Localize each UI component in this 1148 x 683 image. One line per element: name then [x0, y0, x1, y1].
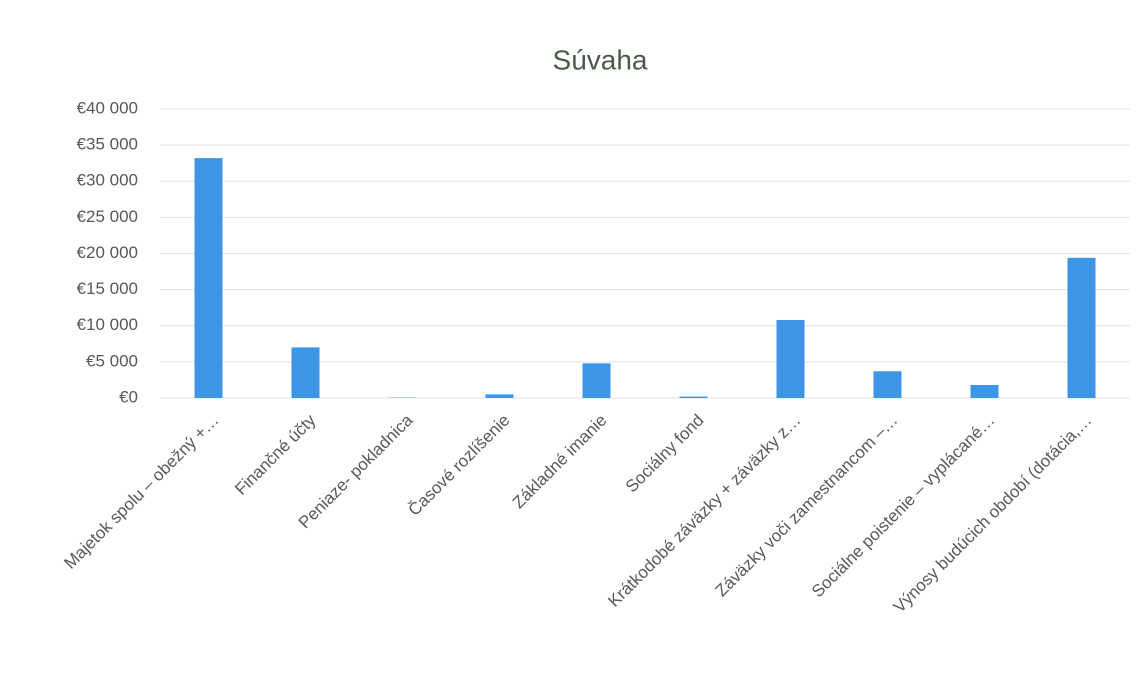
y-tick-label: €25 000	[77, 207, 138, 226]
bar	[971, 385, 999, 398]
y-tick-label: €40 000	[77, 98, 138, 117]
y-tick-label: €10 000	[77, 315, 138, 334]
y-tick-label: €35 000	[77, 135, 138, 154]
y-tick-label: €0	[119, 387, 138, 406]
x-tick-label: Krátkodobé záväzky + záväzky z…	[604, 411, 804, 611]
x-tick-label: Časové rozlíšenie	[405, 411, 514, 520]
bar	[874, 371, 902, 398]
y-tick-label: €15 000	[77, 279, 138, 298]
bar	[1068, 258, 1096, 398]
bar	[583, 363, 611, 398]
bar	[195, 158, 223, 398]
bar	[486, 394, 514, 398]
chart-title: Súvaha	[553, 44, 648, 75]
bar	[680, 397, 708, 398]
x-tick-label: Základné imanie	[509, 411, 611, 513]
x-tick-label: Záväzky voči zamestnancom –…	[712, 411, 902, 601]
bar	[292, 347, 320, 398]
y-tick-label: €5 000	[86, 351, 138, 370]
bar	[777, 320, 805, 398]
x-tick-label: Sociálne poistenie – vyplácané…	[808, 411, 999, 602]
x-tick-label: Výnosy budúcich období (dotácia,…	[890, 411, 1096, 617]
x-tick-label: Sociálny fond	[622, 411, 708, 497]
x-tick-label: Majetok spolu – obežný +…	[60, 411, 222, 573]
x-tick-label: Finančné účty	[231, 410, 320, 499]
y-tick-label: €20 000	[77, 243, 138, 262]
y-tick-label: €30 000	[77, 171, 138, 190]
